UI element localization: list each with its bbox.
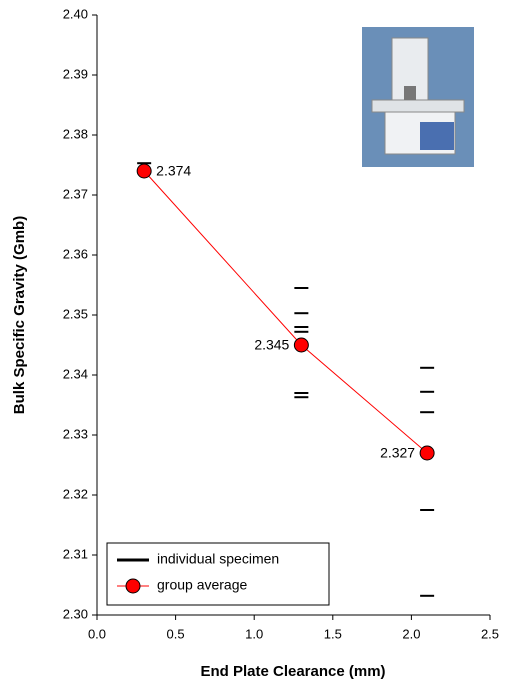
average-point <box>420 446 434 460</box>
y-tick-label: 2.31 <box>63 546 88 561</box>
data-label: 2.327 <box>380 445 415 461</box>
x-tick-label: 2.0 <box>402 626 420 641</box>
y-axis-title: Bulk Specific Gravity (Gmb) <box>11 216 28 414</box>
x-tick-label: 1.0 <box>245 626 263 641</box>
photo-inset <box>362 27 474 167</box>
y-tick-label: 2.37 <box>63 186 88 201</box>
legend-label: individual specimen <box>157 551 279 567</box>
legend-marker <box>126 579 140 593</box>
machine-mould <box>404 86 416 100</box>
x-axis-title: End Plate Clearance (mm) <box>200 663 385 680</box>
y-tick-label: 2.35 <box>63 306 88 321</box>
average-line <box>144 171 427 453</box>
y-tick-label: 2.38 <box>63 126 88 141</box>
x-tick-label: 0.0 <box>88 626 106 641</box>
y-tick-label: 2.30 <box>63 606 88 621</box>
legend-label: group average <box>157 577 248 593</box>
machine-table <box>372 100 464 112</box>
y-tick-label: 2.32 <box>63 486 88 501</box>
y-tick-label: 2.39 <box>63 66 88 81</box>
x-tick-label: 0.5 <box>167 626 185 641</box>
x-tick-label: 2.5 <box>481 626 499 641</box>
y-tick-label: 2.33 <box>63 426 88 441</box>
x-tick-label: 1.5 <box>324 626 342 641</box>
machine-panel <box>420 122 454 150</box>
average-point <box>137 164 151 178</box>
y-tick-label: 2.40 <box>63 6 88 21</box>
data-label: 2.345 <box>254 337 289 353</box>
y-tick-label: 2.34 <box>63 366 88 381</box>
data-label: 2.374 <box>156 163 191 179</box>
chart: End Plate Clearance (mm) Bulk Specific G… <box>0 0 505 687</box>
average-point <box>294 338 308 352</box>
y-tick-label: 2.36 <box>63 246 88 261</box>
